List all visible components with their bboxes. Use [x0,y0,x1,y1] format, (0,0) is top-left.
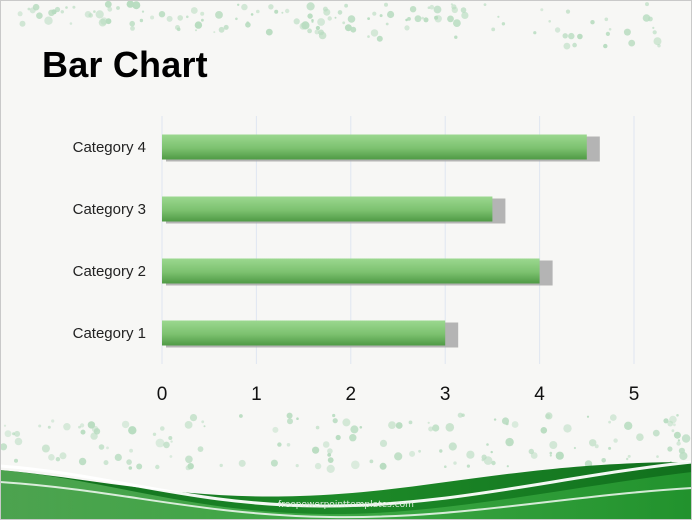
bar-category-3 [162,196,493,222]
bottom-dots-pattern [0,412,691,473]
x-tick-label: 1 [251,384,262,405]
top-dots-pattern [17,0,662,50]
category-label: Category 3 [73,201,146,218]
bottom-wave [0,460,692,520]
slide-title: Bar Chart [42,44,208,85]
x-tick-label: 0 [157,384,168,405]
category-label: Category 2 [73,263,146,280]
x-tick-label: 3 [440,384,451,405]
bar-category-2 [162,258,540,284]
category-label: Category 4 [73,139,146,156]
footer-watermark: freepowerpointtemplates.com [278,500,414,510]
x-tick-label: 5 [629,384,640,405]
x-tick-label: 2 [346,384,357,405]
x-tick-label: 4 [534,384,545,405]
bar-category-1 [162,320,446,346]
category-label: Category 1 [73,325,146,342]
bar-category-4 [162,134,587,160]
